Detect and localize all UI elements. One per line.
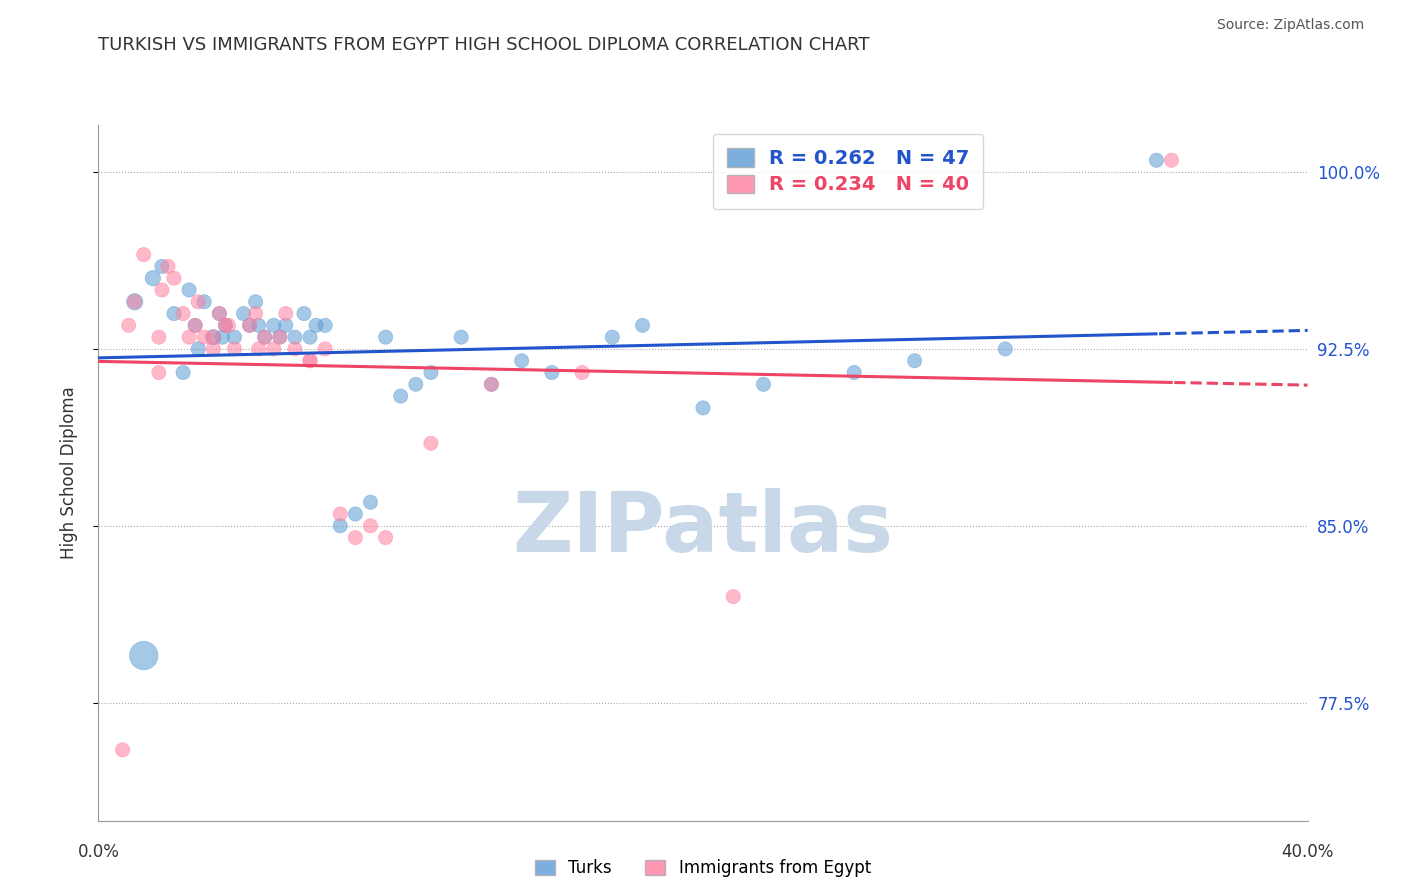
Point	[263, 318, 285, 333]
Point	[274, 318, 297, 333]
Text: 40.0%: 40.0%	[1281, 843, 1334, 861]
Text: ZIPatlas: ZIPatlas	[513, 488, 893, 569]
Point	[202, 342, 225, 356]
Point	[202, 330, 225, 344]
Point	[232, 307, 254, 321]
Point	[245, 294, 267, 309]
Point	[193, 294, 215, 309]
Point	[124, 294, 146, 309]
Point	[1146, 153, 1168, 168]
Legend: Turks, Immigrants from Egypt: Turks, Immigrants from Egypt	[529, 853, 877, 884]
Point	[187, 342, 209, 356]
Point	[284, 330, 307, 344]
Point	[299, 353, 322, 368]
Point	[314, 318, 336, 333]
Point	[211, 330, 233, 344]
Point	[253, 330, 276, 344]
Point	[292, 307, 315, 321]
Point	[245, 307, 267, 321]
Point	[184, 318, 207, 333]
Text: TURKISH VS IMMIGRANTS FROM EGYPT HIGH SCHOOL DIPLOMA CORRELATION CHART: TURKISH VS IMMIGRANTS FROM EGYPT HIGH SC…	[98, 36, 870, 54]
Point	[217, 318, 239, 333]
Point	[299, 353, 322, 368]
Point	[179, 330, 201, 344]
Point	[299, 330, 322, 344]
Point	[132, 648, 155, 663]
Point	[450, 330, 472, 344]
Point	[374, 531, 396, 545]
Point	[481, 377, 503, 392]
Point	[752, 377, 775, 392]
Point	[163, 307, 186, 321]
Point	[111, 743, 134, 757]
Point	[263, 342, 285, 356]
Point	[184, 318, 207, 333]
Point	[360, 518, 382, 533]
Point	[344, 507, 367, 521]
Point	[994, 342, 1017, 356]
Point	[163, 271, 186, 285]
Point	[602, 330, 624, 344]
Point	[420, 436, 443, 450]
Point	[571, 366, 593, 380]
Point	[193, 330, 215, 344]
Point	[389, 389, 412, 403]
Point	[150, 283, 173, 297]
Point	[692, 401, 714, 415]
Point	[150, 260, 173, 274]
Point	[723, 590, 745, 604]
Text: Source: ZipAtlas.com: Source: ZipAtlas.com	[1216, 18, 1364, 32]
Point	[360, 495, 382, 509]
Point	[172, 307, 194, 321]
Legend: R = 0.262   N = 47, R = 0.234   N = 40: R = 0.262 N = 47, R = 0.234 N = 40	[713, 134, 983, 209]
Point	[179, 283, 201, 297]
Point	[405, 377, 427, 392]
Point	[374, 330, 396, 344]
Text: 0.0%: 0.0%	[77, 843, 120, 861]
Point	[274, 307, 297, 321]
Point	[148, 330, 170, 344]
Point	[208, 307, 231, 321]
Point	[142, 271, 165, 285]
Point	[239, 318, 262, 333]
Point	[344, 531, 367, 545]
Point	[904, 353, 927, 368]
Point	[187, 294, 209, 309]
Point	[253, 330, 276, 344]
Point	[124, 294, 146, 309]
Point	[541, 366, 564, 380]
Point	[208, 307, 231, 321]
Point	[172, 366, 194, 380]
Point	[118, 318, 141, 333]
Point	[202, 330, 225, 344]
Point	[214, 318, 236, 333]
Point	[510, 353, 533, 368]
Point	[329, 518, 352, 533]
Point	[247, 318, 270, 333]
Point	[224, 342, 246, 356]
Point	[224, 330, 246, 344]
Point	[269, 330, 291, 344]
Point	[284, 342, 307, 356]
Point	[314, 342, 336, 356]
Point	[156, 260, 179, 274]
Point	[239, 318, 262, 333]
Point	[631, 318, 654, 333]
Point	[420, 366, 443, 380]
Point	[305, 318, 328, 333]
Point	[269, 330, 291, 344]
Point	[214, 318, 236, 333]
Point	[1160, 153, 1182, 168]
Point	[247, 342, 270, 356]
Point	[148, 366, 170, 380]
Point	[132, 247, 155, 261]
Point	[329, 507, 352, 521]
Y-axis label: High School Diploma: High School Diploma	[59, 386, 77, 559]
Point	[481, 377, 503, 392]
Point	[844, 366, 866, 380]
